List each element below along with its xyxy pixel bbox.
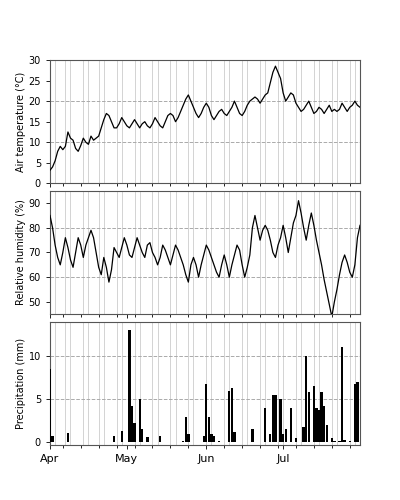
Bar [305, 356, 307, 442]
Bar [49, 369, 51, 442]
Bar [274, 395, 277, 442]
Bar [208, 416, 210, 442]
Bar [341, 348, 343, 442]
Bar [185, 418, 187, 442]
Bar [302, 427, 305, 442]
Bar [354, 384, 356, 442]
Bar [120, 431, 123, 442]
Bar [128, 330, 130, 442]
Bar [233, 432, 236, 442]
Bar [315, 408, 318, 442]
Bar [133, 424, 136, 442]
Bar [187, 434, 190, 442]
Bar [295, 438, 297, 442]
Bar [348, 440, 351, 442]
Bar [326, 425, 328, 442]
Bar [67, 433, 69, 442]
Bar [146, 437, 148, 442]
Bar [52, 436, 54, 442]
Bar [231, 388, 233, 442]
Bar [313, 386, 315, 442]
Bar [272, 395, 274, 442]
Bar [282, 434, 284, 442]
Bar [344, 440, 346, 442]
Y-axis label: Precipitation (mm): Precipitation (mm) [16, 338, 26, 429]
Bar [338, 440, 341, 442]
Bar [131, 406, 133, 442]
Bar [290, 408, 292, 442]
Bar [356, 382, 358, 442]
Bar [308, 392, 310, 442]
Bar [280, 400, 282, 442]
Y-axis label: Relative humidity (%): Relative humidity (%) [16, 200, 26, 306]
Bar [228, 392, 230, 442]
Bar [182, 440, 184, 442]
Bar [331, 438, 333, 442]
Bar [205, 384, 208, 442]
Bar [323, 406, 325, 442]
Bar [251, 430, 254, 442]
Bar [213, 436, 215, 442]
Bar [113, 436, 115, 442]
Bar [210, 434, 212, 442]
Bar [333, 440, 336, 442]
Bar [218, 440, 220, 442]
Bar [318, 410, 320, 442]
Bar [202, 436, 205, 442]
Bar [269, 434, 272, 442]
Bar [141, 430, 143, 442]
Bar [264, 408, 266, 442]
Bar [284, 430, 287, 442]
Bar [159, 436, 161, 442]
Bar [320, 392, 323, 442]
Y-axis label: Air temperature (°C): Air temperature (°C) [16, 72, 26, 172]
Bar [138, 400, 141, 442]
